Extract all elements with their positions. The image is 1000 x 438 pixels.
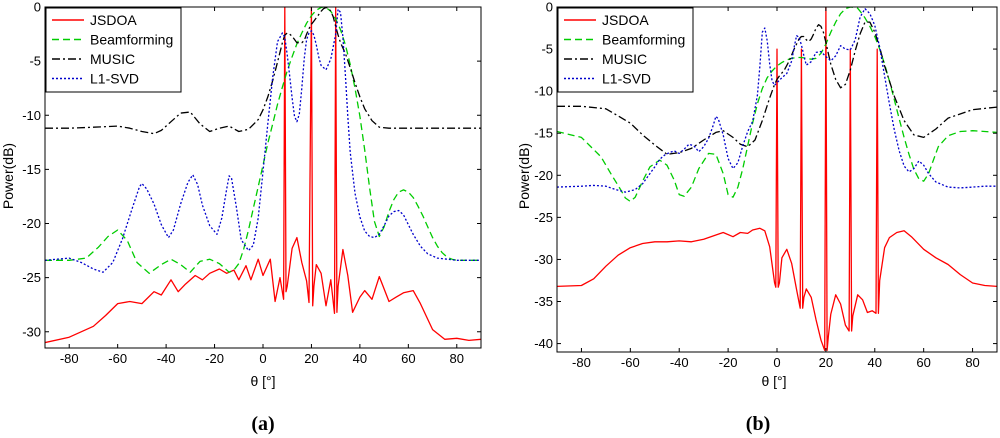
series-line-l1-svd: [557, 8, 997, 193]
x-tick-label: 0: [259, 351, 266, 366]
x-tick-label: 0: [773, 355, 780, 370]
legend-label: Beamforming: [90, 32, 173, 48]
y-tick-label: -10: [534, 84, 553, 99]
y-tick-label: -30: [22, 324, 41, 339]
x-tick-label: -60: [621, 355, 640, 370]
chart-panel-a: -80 -60 -40 -20 0 20 40 60 80 0 -5 -10 -15 -20 -25 -30 J…: [0, 0, 482, 435]
x-tick-label: -60: [108, 351, 127, 366]
x-tick-label: 40: [868, 355, 882, 370]
x-axis-label: θ [°]: [761, 373, 786, 389]
y-tick-label: -15: [22, 162, 41, 177]
y-tick-label: -40: [534, 336, 553, 351]
panel-label-b: (b): [746, 413, 770, 435]
y-axis-label: Power(dB): [516, 143, 532, 209]
x-tick-label: 80: [965, 355, 979, 370]
panel-label-a: (a): [251, 413, 274, 435]
legend: JSDOA Beamforming MUSIC L1-SVD: [45, 7, 182, 93]
x-tick-label: 80: [450, 351, 464, 366]
x-tick-label: 20: [819, 355, 833, 370]
legend-label: JSDOA: [602, 12, 649, 28]
x-tick-label: -80: [60, 351, 79, 366]
series-line-jsdoa: [557, 7, 997, 351]
legend-label: MUSIC: [90, 51, 135, 67]
x-tick-label: -20: [719, 355, 738, 370]
y-tick-label: -25: [534, 210, 553, 225]
y-tick-label: -15: [534, 126, 553, 141]
legend-label: Beamforming: [602, 32, 685, 48]
x-tick-label: 60: [401, 351, 415, 366]
y-tick-label: -5: [29, 54, 41, 69]
series-line-jsdoa: [45, 7, 481, 344]
series-line-music: [45, 7, 481, 135]
series-line-l1-svd: [45, 8, 481, 273]
x-tick-label: 20: [304, 351, 318, 366]
x-tick-label: -40: [157, 351, 176, 366]
y-tick-label: -20: [534, 168, 553, 183]
x-tick-label: 60: [916, 355, 930, 370]
y-tick-label: -30: [534, 252, 553, 267]
y-tick-label: 0: [34, 0, 41, 15]
legend-label: L1-SVD: [602, 71, 651, 87]
legend-label: L1-SVD: [90, 71, 139, 87]
y-tick-label: -25: [22, 270, 41, 285]
y-tick-label: -20: [22, 216, 41, 231]
y-tick-label: -35: [534, 294, 553, 309]
y-tick-label: 0: [546, 0, 553, 15]
series-lines: [45, 7, 481, 344]
legend-label: JSDOA: [90, 12, 137, 28]
series-line-beamforming: [45, 7, 481, 274]
x-tick-label: 40: [353, 351, 367, 366]
legend-label: MUSIC: [602, 51, 647, 67]
chart-panel-b: -80 -60 -40 -20 0 20 40 60 80 0 -5 -10 -15 -20 -25 -30 -…: [516, 0, 998, 435]
series-line-beamforming: [557, 7, 997, 203]
x-axis-label: θ [°]: [250, 373, 275, 389]
y-tick-label: -5: [541, 42, 553, 57]
x-tick-label: -40: [670, 355, 689, 370]
y-tick-label: -10: [22, 108, 41, 123]
x-tick-label: -80: [572, 355, 591, 370]
series-lines: [557, 7, 997, 351]
legend: JSDOA Beamforming MUSIC L1-SVD: [557, 7, 694, 93]
y-axis-label: Power(dB): [0, 143, 16, 209]
x-tick-label: -20: [205, 351, 224, 366]
